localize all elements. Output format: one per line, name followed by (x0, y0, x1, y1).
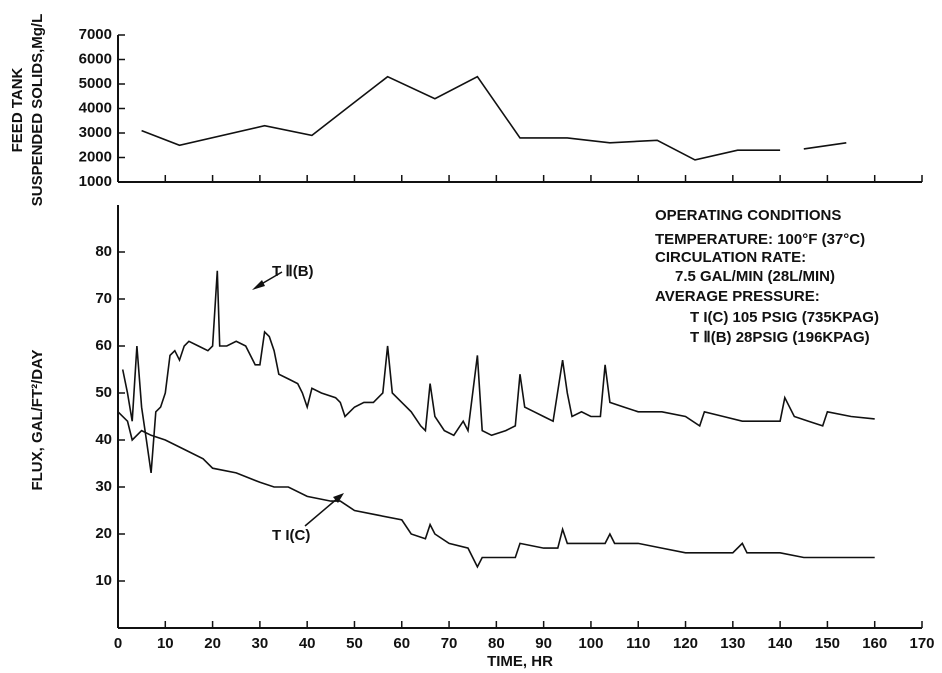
data-line (141, 75, 781, 161)
x-tick-label: 30 (252, 635, 269, 652)
y-axis-label: FEED TANK (9, 67, 26, 152)
y-tick-label: 1000 (79, 173, 112, 190)
data-line (121, 270, 875, 474)
annotation: T Ⅱ(B) 28PSIG (196KPAG) (690, 329, 870, 346)
x-tick-label: 0 (114, 635, 122, 652)
y-tick-label: 4000 (79, 99, 112, 116)
x-tick-label: 60 (393, 635, 410, 652)
y-tick-label: 30 (95, 478, 112, 495)
y-tick-label: 60 (95, 337, 112, 354)
y-tick-label: 2000 (79, 148, 112, 165)
series-label: T I(C) (272, 527, 310, 544)
y-tick-label: 5000 (79, 75, 112, 92)
y-tick-label: 40 (95, 431, 112, 448)
y-tick-label: 80 (95, 243, 112, 260)
x-tick-label: 50 (346, 635, 363, 652)
x-tick-label: 170 (909, 635, 934, 652)
y-tick-label: 70 (95, 290, 112, 307)
annotation: OPERATING CONDITIONS (655, 207, 841, 224)
y-axis-label: SUSPENDED SOLIDS,Mg/L (29, 14, 46, 207)
x-tick-label: 80 (488, 635, 505, 652)
y-tick-label: 7000 (79, 26, 112, 43)
x-tick-label: 40 (299, 635, 316, 652)
x-tick-label: 90 (535, 635, 552, 652)
x-tick-label: 20 (204, 635, 221, 652)
arrow-head (252, 280, 265, 290)
series-label: T Ⅱ(B) (272, 263, 314, 280)
annotation: CIRCULATION RATE: (655, 249, 806, 266)
data-line (117, 411, 875, 569)
y-axis-label: FLUX, GAL/FT²/DAY (29, 349, 46, 490)
x-tick-label: 110 (626, 635, 650, 652)
arrow-head (333, 493, 344, 503)
annotation: 7.5 GAL/MIN (28L/MIN) (675, 268, 835, 285)
y-tick-label: 10 (95, 572, 112, 589)
x-axis-label: TIME, HR (487, 653, 553, 670)
annotation: T I(C) 105 PSIG (735KPAG) (690, 309, 879, 326)
x-tick-label: 120 (673, 635, 698, 652)
x-tick-label: 100 (578, 635, 603, 652)
x-tick-label: 130 (720, 635, 745, 652)
y-tick-label: 6000 (79, 50, 112, 67)
annotation: TEMPERATURE: 100°F (37°C) (655, 231, 865, 248)
data-line (803, 142, 847, 150)
x-tick-label: 150 (815, 635, 840, 652)
x-tick-label: 70 (441, 635, 458, 652)
x-tick-label: 160 (862, 635, 887, 652)
y-tick-label: 20 (95, 525, 112, 542)
annotation: AVERAGE PRESSURE: (655, 288, 820, 305)
y-tick-label: 3000 (79, 124, 112, 141)
arrow (304, 497, 339, 527)
x-tick-label: 140 (768, 635, 793, 652)
y-tick-label: 50 (95, 384, 112, 401)
x-tick-label: 10 (157, 635, 174, 652)
